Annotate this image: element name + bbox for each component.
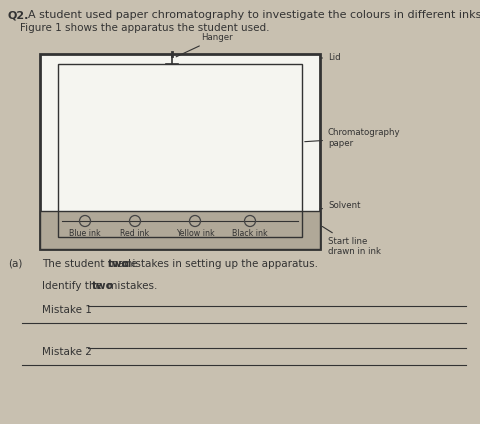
Text: Mistake 2: Mistake 2 xyxy=(42,347,92,357)
Text: A student used paper chromatography to investigate the colours in different inks: A student used paper chromatography to i… xyxy=(28,10,480,20)
Text: Q2.: Q2. xyxy=(8,10,29,20)
Text: mistakes.: mistakes. xyxy=(103,281,156,291)
Bar xyxy=(58,64,301,237)
Text: The student made: The student made xyxy=(42,259,140,269)
Text: Identify the: Identify the xyxy=(42,281,105,291)
Text: Mistake 1: Mistake 1 xyxy=(42,305,92,315)
Text: Figure 1 shows the apparatus the student used.: Figure 1 shows the apparatus the student… xyxy=(20,23,269,33)
Text: two: two xyxy=(92,281,114,291)
Text: mistakes in setting up the apparatus.: mistakes in setting up the apparatus. xyxy=(119,259,317,269)
Text: Start line
drawn in ink: Start line drawn in ink xyxy=(322,226,380,257)
Text: two: two xyxy=(107,259,129,269)
Text: Blue ink: Blue ink xyxy=(69,229,101,238)
Text: Red ink: Red ink xyxy=(120,229,149,238)
Text: Chromatography
paper: Chromatography paper xyxy=(304,128,400,148)
Text: Black ink: Black ink xyxy=(232,229,267,238)
Bar xyxy=(40,211,319,249)
Text: (a): (a) xyxy=(8,259,23,269)
Bar xyxy=(40,54,319,249)
Text: Hanger: Hanger xyxy=(176,33,233,57)
Text: Yellow ink: Yellow ink xyxy=(175,229,214,238)
Text: Lid: Lid xyxy=(319,53,340,62)
Text: Solvent: Solvent xyxy=(319,201,360,209)
